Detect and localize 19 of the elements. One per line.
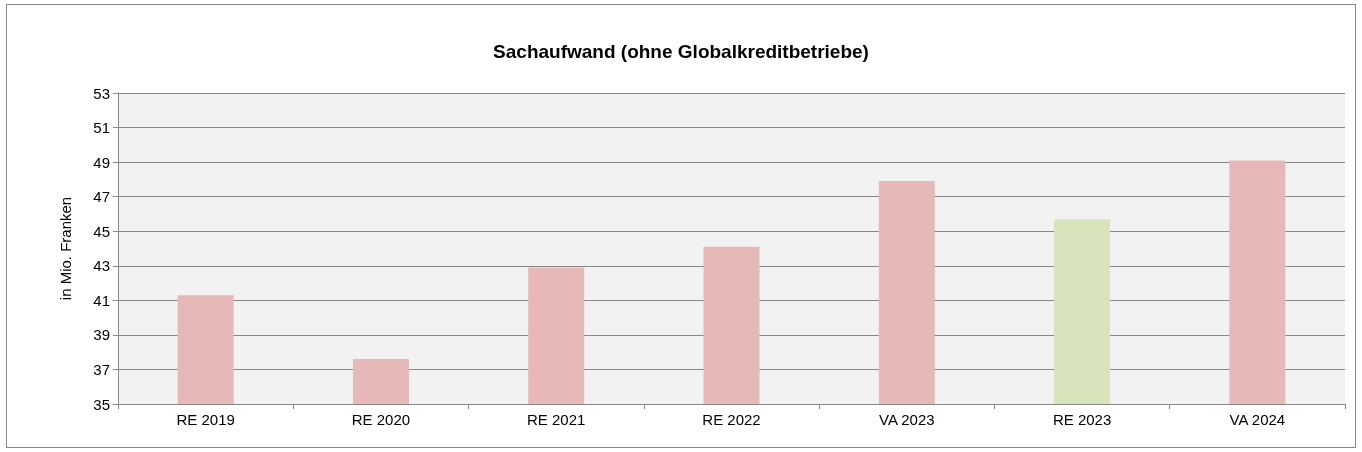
y-tick-label: 45 — [93, 222, 110, 240]
x-tick-label: VA 2024 — [1229, 411, 1286, 428]
x-tick-label: VA 2023 — [878, 411, 935, 428]
y-tick-label: 47 — [93, 188, 110, 206]
y-tick-label: 49 — [93, 153, 110, 171]
x-tick-label: RE 2020 — [351, 411, 411, 428]
y-tick-label: 43 — [93, 257, 110, 275]
x-tick-label: RE 2019 — [176, 411, 235, 428]
y-tick-label: 35 — [93, 395, 110, 413]
x-tick-label: RE 2022 — [702, 411, 761, 428]
x-tick-label: RE 2021 — [527, 411, 586, 428]
y-tick-label: 41 — [93, 291, 110, 309]
y-tick-label: 51 — [93, 119, 110, 137]
y-tick-label: 53 — [93, 84, 110, 102]
x-tick-label: RE 2023 — [1052, 411, 1112, 428]
y-tick-label: 39 — [93, 326, 110, 344]
y-tick-label: 37 — [93, 360, 110, 378]
chart-title: Sachaufwand (ohne Globalkreditbetriebe) — [493, 41, 869, 62]
y-axis-title: in Mio. Franken — [57, 196, 74, 301]
